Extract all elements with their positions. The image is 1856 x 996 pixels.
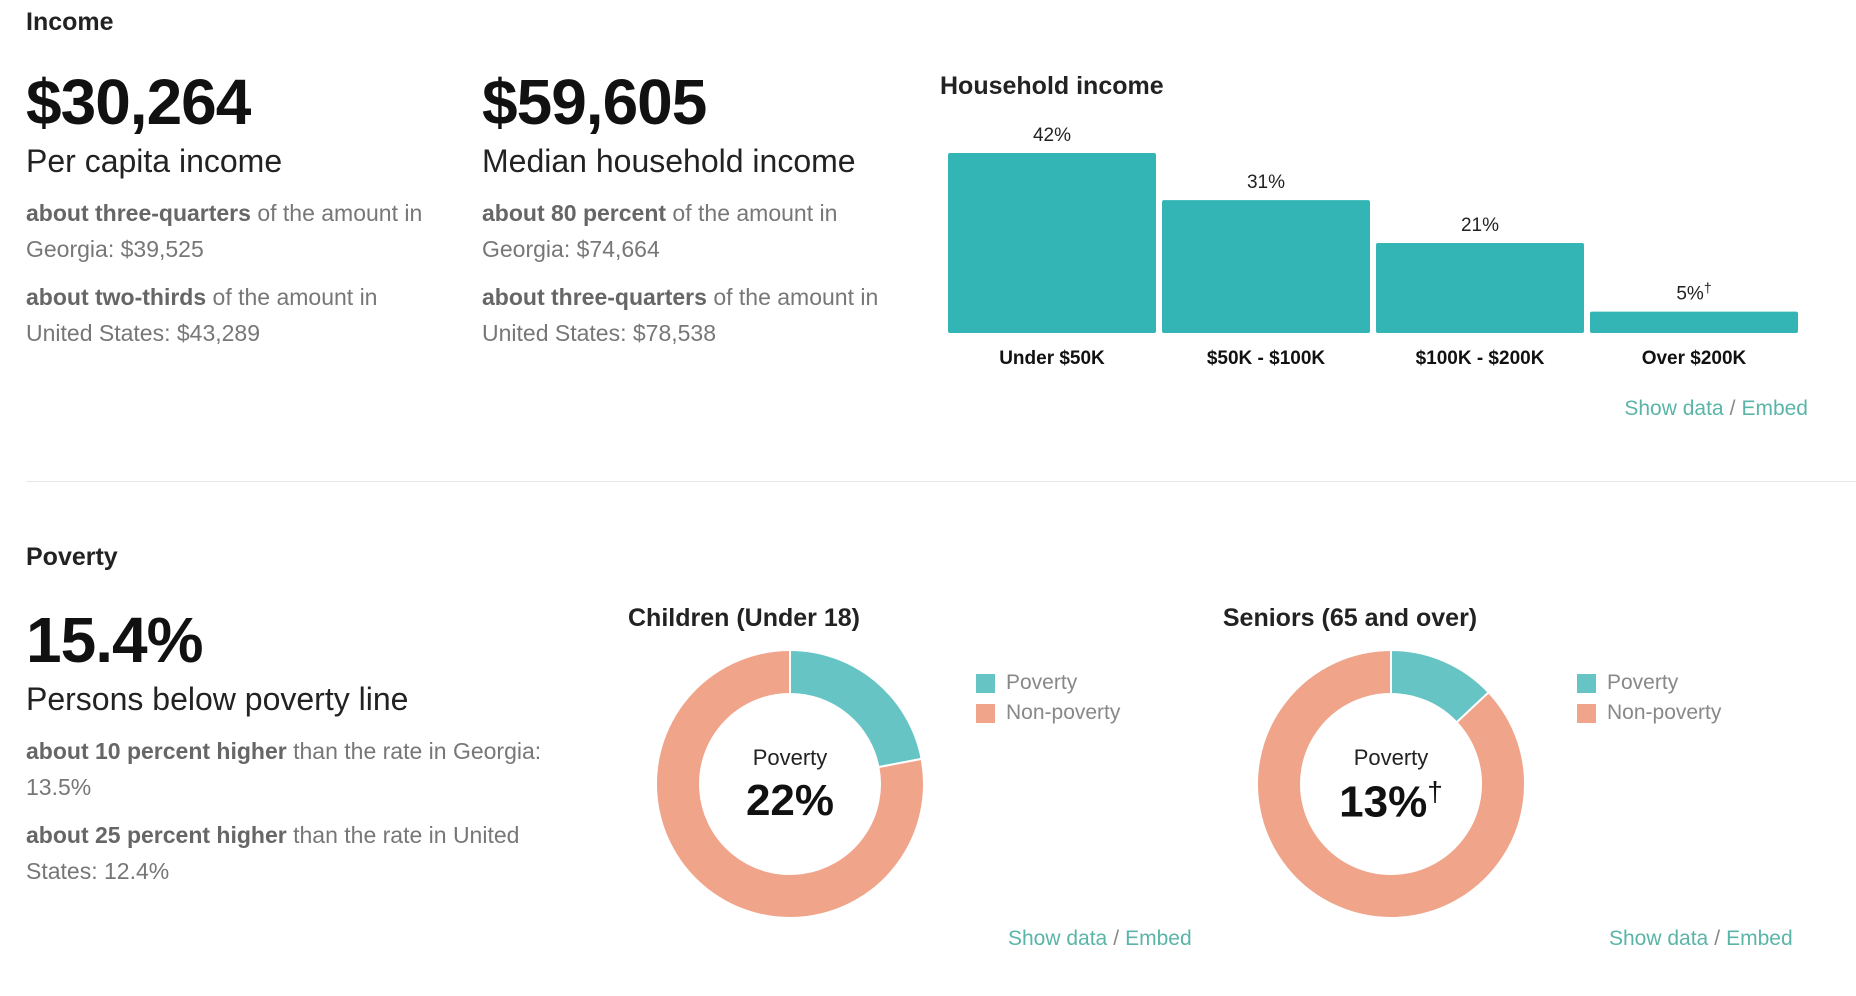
legend-swatch-teal: [1577, 673, 1596, 693]
legend-swatch-salmon: [976, 703, 995, 723]
bar-category-label: $50K - $100K: [1207, 348, 1326, 369]
donut-slice-non-poverty: [1256, 648, 1526, 919]
poverty-section-title: Poverty: [26, 543, 118, 571]
poverty-rate-value: 15.4%: [26, 604, 203, 676]
show-data-link[interactable]: Show data: [1008, 927, 1108, 950]
legend-item-non-poverty: Non-poverty: [976, 698, 1120, 728]
household-income-chart-links: Show data / Embed: [1624, 397, 1808, 421]
seniors-donut-center-value: 13%: [1339, 777, 1428, 827]
compare-emphasis: about 10 percent higher: [26, 738, 287, 765]
compare-text: of the amount in United States: $78,538: [482, 284, 879, 347]
poverty-rate-label: Persons below poverty line: [26, 681, 409, 717]
legend-item-poverty: Poverty: [976, 668, 1120, 698]
section-divider: [26, 481, 1856, 482]
link-separator: /: [1113, 927, 1120, 950]
embed-link[interactable]: Embed: [1125, 927, 1192, 950]
bar-value-label: 31%: [1247, 172, 1285, 193]
median-household-income-block: $59,605 Median household income about 80…: [482, 70, 902, 351]
median-compare-georgia: about 80 percent of the amount in Georgi…: [482, 195, 902, 267]
bar-value-label: 21%: [1461, 215, 1499, 236]
seniors-poverty-donut-chart: [1256, 648, 1526, 919]
seniors-donut-center-value-wrap: 13%†: [1255, 776, 1527, 828]
children-donut-center-label: Poverty: [752, 745, 828, 770]
children-chart-links: Show data / Embed: [1008, 927, 1192, 951]
bar-value-label: 42%: [1033, 125, 1071, 146]
children-poverty-donut-chart: [655, 648, 925, 919]
per-capita-income-value: $30,264: [26, 66, 251, 138]
seniors-chart-title: Seniors (65 and over): [1222, 604, 1478, 632]
seniors-chart-legend: Poverty Non-poverty: [1577, 668, 1721, 728]
show-data-link[interactable]: Show data: [1624, 397, 1724, 420]
household-income-chart-title: Household income: [940, 72, 1164, 100]
bar-value-label: 5%†: [1676, 280, 1711, 305]
poverty-rate-block: 15.4% Persons below poverty line about 1…: [26, 608, 586, 889]
link-separator: /: [1729, 397, 1736, 420]
compare-text: than the rate in United States: 12.4%: [26, 822, 520, 885]
median-household-income-value: $59,605: [482, 66, 707, 138]
legend-swatch-salmon: [1577, 703, 1596, 723]
compare-emphasis: about 80 percent: [482, 200, 667, 227]
compare-emphasis: about three-quarters: [482, 284, 707, 311]
poverty-compare-georgia: about 10 percent higher than the rate in…: [26, 733, 586, 805]
compare-text: of the amount in Georgia: $74,664: [482, 200, 838, 263]
compare-emphasis: about two-thirds: [26, 284, 207, 311]
legend-label: Non-poverty: [1006, 701, 1121, 724]
embed-link[interactable]: Embed: [1741, 397, 1808, 420]
per-capita-income-block: $30,264 Per capita income about three-qu…: [26, 70, 446, 351]
legend-swatch-teal: [976, 673, 995, 693]
bar-category-label: $100K - $200K: [1416, 348, 1545, 369]
children-donut-center-value: 22%: [745, 776, 835, 825]
seniors-chart-links: Show data / Embed: [1609, 927, 1793, 951]
bar: [1376, 243, 1584, 333]
compare-text: of the amount in United States: $43,289: [26, 284, 378, 347]
bar: [948, 153, 1156, 333]
income-section-title: Income: [26, 8, 114, 36]
per-capita-compare-us: about two-thirds of the amount in United…: [26, 279, 446, 351]
legend-item-poverty: Poverty: [1577, 668, 1721, 698]
household-income-bar-chart: 42% Under $50K 31% $50K - $100K 21% $100K - $…: [948, 125, 1798, 369]
dagger-mark: †: [1427, 776, 1443, 807]
seniors-donut-center-label: Poverty: [1353, 745, 1429, 770]
legend-label: Non-poverty: [1607, 701, 1722, 724]
donut-slice-non-poverty: [655, 648, 925, 919]
bar: [1162, 200, 1370, 333]
legend-label: Poverty: [1006, 671, 1078, 694]
show-data-link[interactable]: Show data: [1609, 927, 1709, 950]
per-capita-compare-georgia: about three-quarters of the amount in Ge…: [26, 195, 446, 267]
dagger-mark: †: [1704, 280, 1712, 296]
compare-emphasis: about 25 percent higher: [26, 822, 287, 849]
bar-category-label: Under $50K: [999, 348, 1105, 369]
per-capita-income-label: Per capita income: [26, 143, 283, 179]
legend-item-non-poverty: Non-poverty: [1577, 698, 1721, 728]
link-separator: /: [1714, 927, 1721, 950]
compare-emphasis: about three-quarters: [26, 200, 251, 227]
children-chart-legend: Poverty Non-poverty: [976, 668, 1120, 728]
legend-label: Poverty: [1607, 671, 1679, 694]
poverty-compare-us: about 25 percent higher than the rate in…: [26, 817, 586, 889]
median-compare-us: about three-quarters of the amount in Un…: [482, 279, 902, 351]
compare-text: than the rate in Georgia: 13.5%: [26, 738, 542, 801]
bar-category-label: Over $200K: [1642, 348, 1747, 369]
embed-link[interactable]: Embed: [1726, 927, 1793, 950]
median-household-income-label: Median household income: [482, 143, 856, 179]
children-chart-title: Children (Under 18): [628, 604, 860, 632]
compare-text: of the amount in Georgia: $39,525: [26, 200, 423, 263]
bar: [1590, 311, 1798, 333]
